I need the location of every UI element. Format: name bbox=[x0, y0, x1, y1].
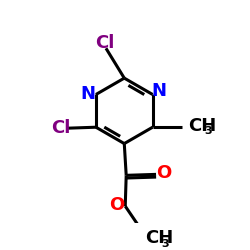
Text: CH: CH bbox=[146, 230, 174, 248]
Text: Cl: Cl bbox=[95, 34, 115, 52]
Text: Cl: Cl bbox=[52, 119, 71, 137]
Text: 3: 3 bbox=[204, 126, 212, 136]
Text: N: N bbox=[152, 82, 167, 100]
Text: 3: 3 bbox=[162, 239, 170, 249]
Text: CH: CH bbox=[188, 117, 216, 135]
Text: N: N bbox=[80, 84, 95, 102]
Text: O: O bbox=[109, 196, 124, 214]
Text: O: O bbox=[156, 164, 172, 182]
